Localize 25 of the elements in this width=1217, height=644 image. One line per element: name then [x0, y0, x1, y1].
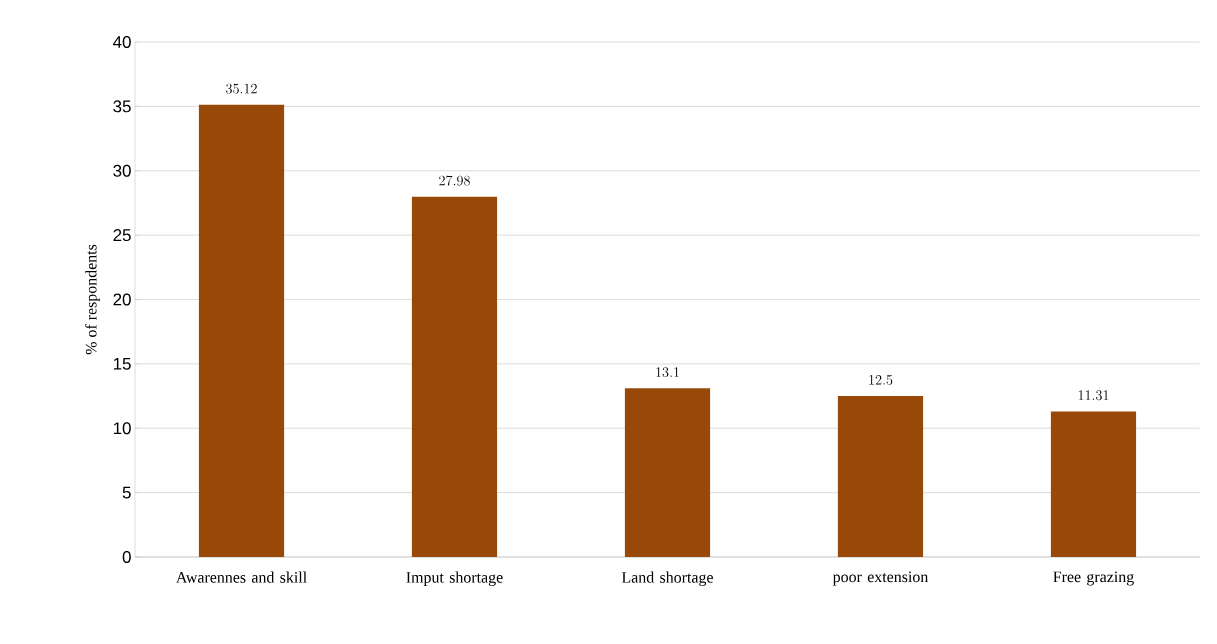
bar: [837, 396, 924, 557]
y-tick-label: 20: [113, 293, 131, 306]
data-label: 13. 1: [656, 367, 679, 378]
data-label: 12.5: [869, 375, 893, 385]
x-tick-label: Imput shortage: [406, 571, 503, 587]
data-label: 27.98: [439, 175, 470, 186]
y-tick-label: 0: [122, 551, 131, 563]
y-tick-label: 10: [113, 422, 131, 435]
y-tick-label: 15: [113, 357, 131, 370]
x-tick-label: Awarennes and skill: [175, 571, 307, 583]
y-tick-label: 5: [122, 486, 131, 499]
bar: [198, 104, 285, 557]
y-tick-label: 40: [113, 35, 131, 48]
bar: [411, 196, 498, 557]
x-tick-label: poor extension: [832, 571, 929, 586]
data-label: 11 .31: [1078, 390, 1109, 401]
y-axis-title: % of respondents: [85, 244, 100, 355]
bar: [624, 388, 711, 557]
bar: [1050, 411, 1137, 557]
x-tick-label: Free grazing: [1053, 571, 1134, 586]
y-tick-label: 30: [113, 164, 131, 177]
y-tick-label: 35: [113, 100, 131, 113]
data-label: 35. 12: [226, 83, 257, 94]
x-tick-label: Land shortage: [621, 571, 713, 587]
y-tick-label: 25: [113, 229, 131, 242]
